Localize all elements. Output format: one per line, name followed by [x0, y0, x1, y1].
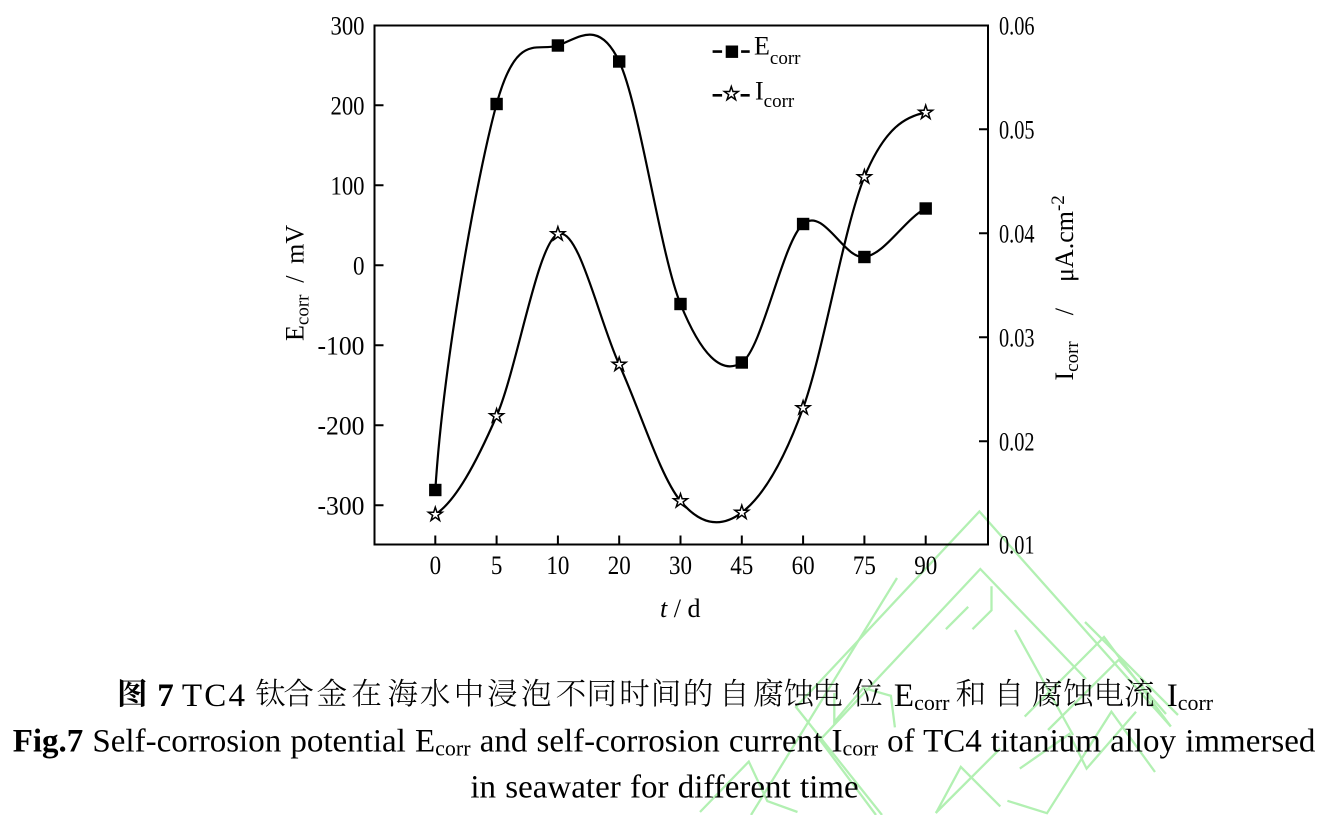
svg-text:in seawater for different time: in seawater for different time [470, 770, 858, 806]
svg-text:0.05: 0.05 [999, 115, 1035, 145]
svg-text:t / d: t / d [660, 594, 700, 623]
svg-text:0.04: 0.04 [999, 219, 1035, 249]
svg-text:45: 45 [730, 550, 753, 580]
svg-text:-100: -100 [318, 330, 365, 360]
svg-text:0.03: 0.03 [999, 322, 1035, 352]
svg-text:TC4: TC4 [182, 678, 247, 714]
svg-text:0: 0 [430, 550, 442, 580]
svg-text:20: 20 [608, 550, 631, 580]
svg-text:0: 0 [353, 250, 365, 280]
svg-text:7: 7 [157, 678, 174, 714]
svg-text:0.02: 0.02 [999, 426, 1035, 456]
svg-text:90: 90 [914, 550, 937, 580]
svg-text:5: 5 [491, 550, 503, 580]
svg-text:200: 200 [331, 91, 365, 121]
svg-text:0.06: 0.06 [999, 11, 1035, 41]
svg-text:75: 75 [853, 550, 876, 580]
svg-text:300: 300 [331, 11, 365, 41]
svg-text:-200: -200 [318, 410, 365, 440]
svg-text:100: 100 [331, 171, 365, 201]
svg-text:10: 10 [546, 550, 569, 580]
svg-text:30: 30 [669, 550, 692, 580]
svg-text:60: 60 [792, 550, 815, 580]
svg-text:Fig.7 Self-corrosion potential: Fig.7 Self-corrosion potential Ecorr and… [13, 724, 1316, 761]
svg-text:-300: -300 [318, 490, 365, 520]
svg-text:0.01: 0.01 [999, 530, 1035, 560]
